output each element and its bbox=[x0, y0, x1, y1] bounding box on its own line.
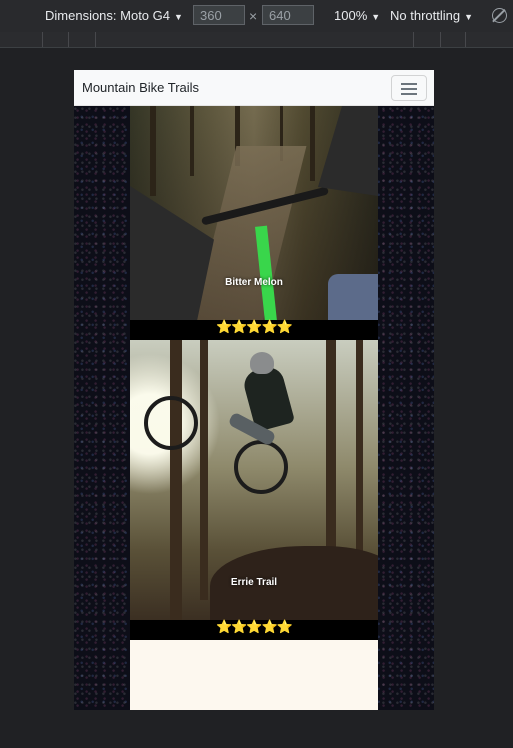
rotate-icon[interactable] bbox=[492, 8, 507, 23]
viewport-width-input[interactable] bbox=[193, 5, 245, 25]
ruler-divider bbox=[440, 32, 441, 47]
media-query-ruler bbox=[0, 32, 513, 48]
chevron-down-icon: ▼ bbox=[371, 12, 381, 22]
hamburger-icon bbox=[401, 93, 417, 95]
trail-title: Bitter Melon bbox=[225, 277, 283, 288]
trail-rating: ⭐⭐⭐⭐⭐ bbox=[130, 320, 378, 340]
throttling-label: No throttling bbox=[390, 8, 461, 23]
zoom-label: 100% bbox=[334, 8, 368, 23]
tree-shape bbox=[235, 106, 240, 166]
devtools-device-toolbar: Dimensions: Moto G4▼ × 100%▼ No throttli… bbox=[0, 0, 513, 33]
hamburger-icon bbox=[401, 88, 417, 90]
navbar: Mountain Bike Trails bbox=[74, 70, 434, 106]
trail-path-shape bbox=[191, 146, 307, 320]
trail-card[interactable]: Errie Trail ⭐⭐⭐⭐⭐ bbox=[130, 340, 378, 640]
rider-shoe-shape bbox=[328, 274, 378, 320]
tree-shape bbox=[356, 340, 363, 570]
trail-photo bbox=[130, 106, 378, 320]
viewport-height-input[interactable] bbox=[262, 5, 314, 25]
ruler-divider bbox=[95, 32, 96, 47]
throttling-dropdown[interactable]: No throttling ▼ bbox=[390, 8, 473, 23]
chevron-down-icon: ▼ bbox=[174, 12, 183, 22]
trail-card[interactable]: Bitter Melon ⭐⭐⭐⭐⭐ bbox=[130, 106, 378, 340]
ruler-divider bbox=[42, 32, 43, 47]
navbar-brand[interactable]: Mountain Bike Trails bbox=[82, 80, 200, 95]
rider-arm-shape bbox=[318, 106, 378, 196]
rider-helmet-shape bbox=[250, 352, 274, 374]
tree-shape bbox=[326, 340, 336, 580]
tree-shape bbox=[280, 106, 283, 161]
rock-shape bbox=[210, 546, 378, 620]
device-viewport: Mountain Bike Trails Bitter Melon bbox=[74, 70, 434, 710]
bike-wheel-shape bbox=[144, 396, 198, 450]
trail-title: Errie Trail bbox=[230, 577, 278, 588]
ruler-divider bbox=[68, 32, 69, 47]
tree-shape bbox=[150, 106, 156, 196]
trail-rating: ⭐⭐⭐⭐⭐ bbox=[130, 620, 378, 640]
dimension-separator: × bbox=[249, 8, 258, 24]
trail-photo bbox=[130, 340, 378, 620]
chevron-down-icon: ▼ bbox=[464, 12, 474, 22]
rider-arm-shape bbox=[130, 186, 214, 320]
ruler-divider bbox=[465, 32, 466, 47]
tree-shape bbox=[190, 106, 194, 176]
hamburger-icon bbox=[401, 83, 417, 85]
bike-wheel-shape bbox=[234, 440, 288, 494]
device-dimensions-label: Dimensions: Moto G4 bbox=[45, 8, 170, 23]
zoom-dropdown[interactable]: 100% ▼ bbox=[334, 8, 380, 23]
device-dimensions-dropdown[interactable]: Dimensions: Moto G4 ▼ bbox=[45, 8, 183, 23]
tree-shape bbox=[200, 340, 208, 600]
navbar-toggler-button[interactable] bbox=[391, 75, 427, 101]
ruler-divider bbox=[413, 32, 414, 47]
trail-list: Bitter Melon ⭐⭐⭐⭐⭐ Errie Trail ⭐⭐⭐⭐⭐ bbox=[130, 106, 378, 710]
tree-shape bbox=[310, 106, 315, 181]
